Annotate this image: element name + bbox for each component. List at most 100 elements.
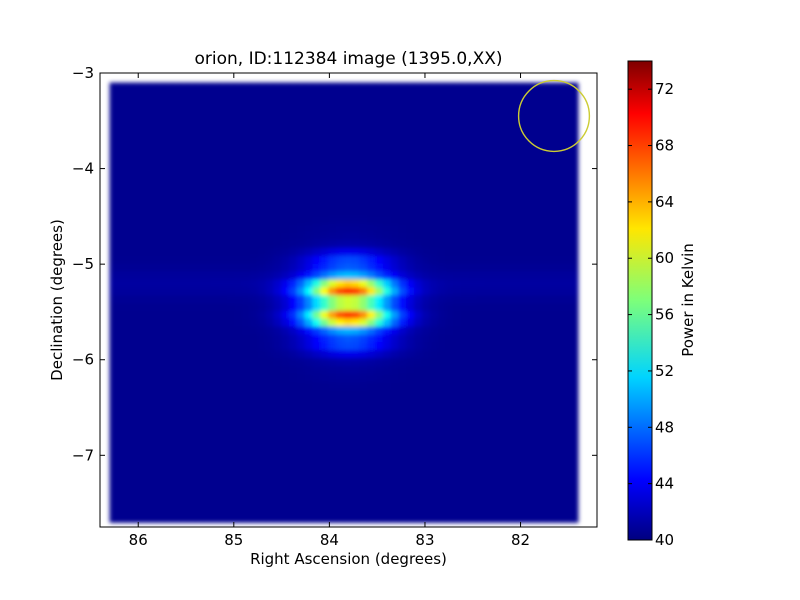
heatmap-cell (398, 247, 407, 256)
heatmap-cell (328, 176, 337, 186)
heatmap-cell (109, 192, 118, 201)
heatmap-cell (109, 498, 118, 508)
heatmap-cell (335, 208, 345, 217)
heatmap-cell (281, 482, 290, 492)
heatmap-cell (273, 498, 282, 508)
heatmap-cell (413, 428, 423, 437)
heatmap-cell (359, 184, 368, 194)
heatmap-cell (374, 349, 384, 358)
heatmap-cell (312, 200, 321, 209)
heatmap-cell (460, 294, 470, 303)
heatmap-cell (492, 435, 501, 445)
heatmap-cell (390, 318, 399, 327)
heatmap-cell (179, 388, 189, 398)
heatmap-cell (304, 216, 314, 225)
heatmap-cell (273, 467, 282, 476)
heatmap-cell (398, 231, 407, 241)
heatmap-cell (296, 263, 306, 272)
heatmap-cell (460, 98, 470, 107)
heatmap-cell (265, 498, 275, 508)
heatmap-cell (374, 208, 384, 217)
y-axis-label: Declination (degrees) (48, 219, 66, 381)
heatmap-cell (328, 380, 337, 390)
heatmap-cell (164, 286, 173, 296)
heatmap-cell (265, 247, 275, 256)
heatmap-cell (132, 435, 142, 445)
heatmap-cell (312, 490, 321, 500)
heatmap-cell (117, 396, 126, 406)
heatmap-cell (499, 294, 509, 303)
heatmap-cell (523, 200, 532, 209)
heatmap-cell (335, 467, 345, 476)
heatmap-cell (359, 216, 368, 225)
heatmap-cell (570, 404, 579, 413)
heatmap-cell (257, 388, 267, 398)
heatmap-cell (343, 388, 353, 398)
heatmap-cell (281, 514, 290, 523)
heatmap-cell (117, 310, 126, 319)
heatmap-cell (538, 388, 548, 398)
heatmap-cell (531, 498, 540, 508)
heatmap-cell (281, 451, 290, 461)
heatmap-cell (507, 302, 517, 311)
heatmap-cell (320, 270, 329, 280)
heatmap-cell (499, 428, 509, 437)
heatmap-cell (554, 420, 563, 429)
heatmap-cell (359, 357, 368, 366)
heatmap-cell (351, 404, 360, 413)
heatmap-cell (484, 145, 493, 154)
heatmap-cell (296, 380, 306, 390)
heatmap-cell (476, 412, 485, 421)
heatmap-cell (437, 373, 446, 382)
heatmap-cell (398, 278, 407, 288)
heatmap-cell (390, 325, 399, 335)
heatmap-cell (289, 490, 298, 500)
heatmap-cell (492, 388, 501, 398)
heatmap-cell (538, 435, 548, 445)
heatmap-cell (437, 443, 446, 453)
heatmap-cell (242, 349, 251, 358)
heatmap-cell (367, 412, 376, 421)
heatmap-cell (218, 404, 228, 413)
heatmap-cell (328, 106, 337, 115)
heatmap-cell (531, 357, 540, 366)
heatmap-cell (179, 129, 189, 139)
heatmap-cell (437, 255, 446, 264)
heatmap-cell (109, 302, 118, 311)
heatmap-cell (374, 247, 384, 256)
heatmap-cell (538, 176, 548, 186)
heatmap-cell (492, 231, 501, 241)
heatmap-cell (211, 482, 220, 492)
heatmap-cell (515, 388, 524, 398)
heatmap-cell (211, 310, 220, 319)
heatmap-cell (250, 278, 259, 288)
heatmap-cell (382, 223, 392, 233)
heatmap-cell (367, 506, 376, 515)
heatmap-cell (296, 412, 306, 421)
heatmap-cell (117, 90, 126, 99)
heatmap-cell (507, 239, 517, 249)
heatmap-cell (140, 176, 150, 186)
heatmap-cell (296, 145, 306, 154)
heatmap-cell (413, 184, 423, 194)
heatmap-cell (492, 208, 501, 217)
heatmap-cell (484, 200, 493, 209)
heatmap-cell (351, 357, 360, 366)
heatmap-cell (257, 184, 267, 194)
heatmap-cell (460, 365, 470, 374)
heatmap-cell (453, 106, 462, 115)
heatmap-cell (320, 286, 329, 296)
heatmap-cell (250, 482, 259, 492)
heatmap-cell (148, 106, 157, 115)
heatmap-cell (546, 255, 556, 264)
heatmap-cell (328, 208, 337, 217)
heatmap-cell (312, 506, 321, 515)
heatmap-cell (304, 121, 314, 131)
heatmap-cell (546, 200, 556, 209)
heatmap-cell (179, 357, 189, 366)
heatmap-cell (562, 113, 571, 123)
heatmap-cell (265, 176, 275, 186)
heatmap-cell (484, 459, 493, 468)
heatmap-cell (289, 184, 298, 194)
heatmap-cell (421, 357, 431, 366)
